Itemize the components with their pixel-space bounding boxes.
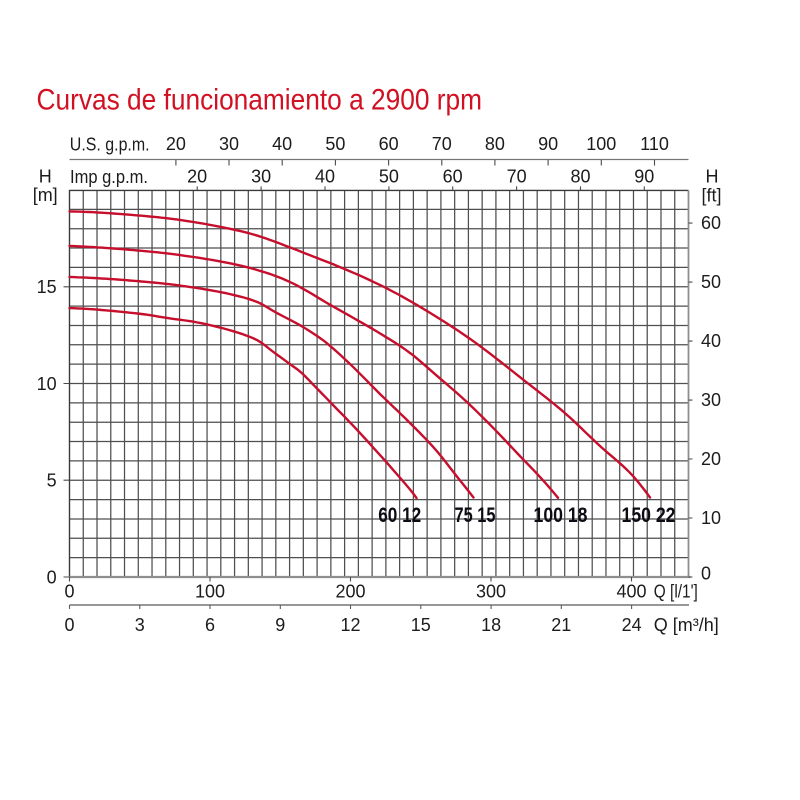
svg-text:60: 60 — [701, 213, 721, 233]
svg-text:3: 3 — [135, 615, 145, 635]
svg-text:Q [l/1']: Q [l/1'] — [654, 582, 698, 602]
svg-text:Curvas de funcionamiento a 290: Curvas de funcionamiento a 2900 rpm — [37, 84, 483, 117]
svg-text:0: 0 — [64, 582, 74, 602]
svg-text:100: 100 — [586, 134, 616, 154]
svg-text:150 22: 150 22 — [622, 504, 676, 527]
svg-text:50: 50 — [379, 167, 399, 187]
svg-text:60 12: 60 12 — [378, 504, 421, 527]
svg-text:15: 15 — [37, 277, 57, 297]
svg-text:80: 80 — [570, 167, 590, 187]
svg-text:0: 0 — [64, 615, 74, 635]
svg-text:75 15: 75 15 — [455, 504, 496, 527]
svg-text:6: 6 — [205, 615, 215, 635]
svg-text:110: 110 — [640, 134, 669, 154]
svg-text:9: 9 — [275, 615, 285, 635]
svg-text:30: 30 — [219, 134, 239, 154]
svg-text:[m]: [m] — [33, 185, 58, 205]
svg-text:10: 10 — [37, 374, 57, 394]
svg-text:U.S. g.p.m.: U.S. g.p.m. — [70, 134, 150, 154]
svg-text:40: 40 — [701, 331, 721, 351]
svg-text:70: 70 — [432, 134, 452, 154]
svg-text:90: 90 — [538, 134, 558, 154]
svg-text:5: 5 — [47, 471, 57, 491]
svg-text:20: 20 — [166, 134, 186, 154]
svg-text:400: 400 — [616, 582, 646, 602]
svg-text:0: 0 — [47, 567, 57, 587]
svg-text:0: 0 — [701, 564, 711, 584]
svg-text:80: 80 — [485, 134, 505, 154]
svg-text:12: 12 — [340, 615, 360, 635]
svg-text:30: 30 — [701, 390, 721, 410]
svg-text:100: 100 — [195, 582, 225, 602]
svg-text:50: 50 — [325, 134, 345, 154]
svg-text:40: 40 — [272, 134, 292, 154]
svg-text:90: 90 — [634, 167, 654, 187]
svg-text:10: 10 — [701, 508, 721, 528]
svg-text:50: 50 — [701, 272, 721, 292]
svg-text:30: 30 — [251, 167, 271, 187]
svg-text:15: 15 — [411, 615, 431, 635]
svg-text:24: 24 — [622, 615, 642, 635]
svg-text:20: 20 — [701, 449, 721, 469]
svg-text:40: 40 — [315, 167, 335, 187]
svg-text:H: H — [706, 167, 719, 187]
svg-text:20: 20 — [187, 167, 207, 187]
svg-text:60: 60 — [443, 167, 463, 187]
svg-text:18: 18 — [481, 615, 501, 635]
svg-text:300: 300 — [476, 582, 506, 602]
svg-text:Imp g.p.m.: Imp g.p.m. — [70, 167, 148, 187]
svg-text:100 18: 100 18 — [534, 504, 588, 527]
svg-text:H: H — [39, 167, 52, 187]
svg-text:Q [m³/h]: Q [m³/h] — [654, 615, 719, 635]
svg-text:200: 200 — [335, 582, 365, 602]
svg-text:21: 21 — [551, 615, 571, 635]
svg-text:70: 70 — [507, 167, 527, 187]
svg-text:60: 60 — [379, 134, 399, 154]
svg-text:[ft]: [ft] — [701, 186, 721, 206]
